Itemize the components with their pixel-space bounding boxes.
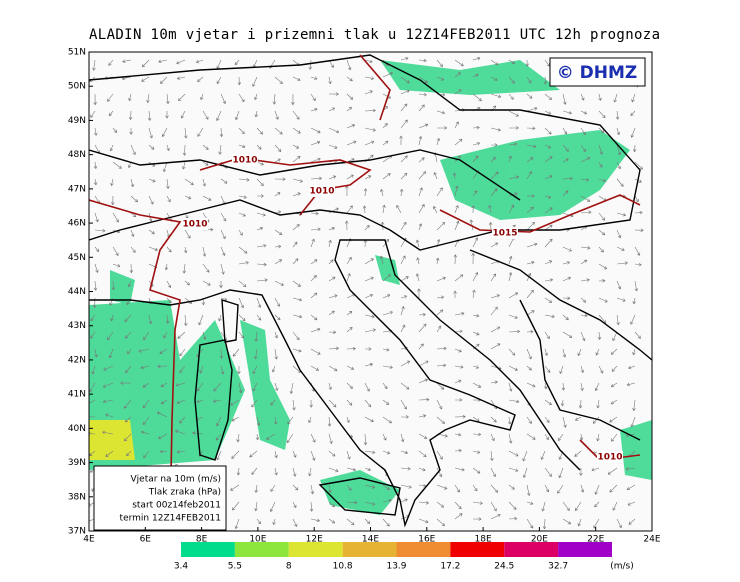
lon-label: 14E	[362, 535, 379, 545]
lon-label: 4E	[83, 535, 95, 545]
lon-label: 20E	[531, 535, 548, 545]
lat-label: 51N	[68, 48, 86, 58]
isobar-label-bg	[597, 451, 623, 463]
isobar-label: 1010	[597, 453, 622, 463]
colorbar-label: 3.4	[174, 562, 189, 572]
legend-line: Vjetar na 10m (m/s)	[131, 475, 221, 485]
colorbar-box	[396, 542, 451, 557]
map-layer	[89, 54, 652, 531]
lat-label: 37N	[68, 527, 86, 537]
lat-label: 50N	[68, 82, 86, 92]
wind-arrows	[89, 56, 644, 530]
legend-line: termin 12Z14FEB2011	[120, 514, 221, 524]
lon-label: 6E	[140, 535, 152, 545]
colorbar-box	[504, 542, 559, 557]
colorbar-label: 17.2	[440, 562, 460, 572]
isobar-label: 1010	[232, 156, 257, 166]
colorbar-label: 8	[286, 562, 292, 572]
legend-box	[93, 465, 227, 531]
lat-label: 45N	[68, 253, 86, 263]
isobar-label: 1010	[182, 220, 207, 230]
isobar-label: 1015	[492, 229, 517, 239]
colorbar-box	[342, 542, 397, 557]
legend-line: start 00z14feb2011	[132, 501, 221, 511]
legend-text: Vjetar na 10m (m/s) Tlak zraka (hPa) start…	[120, 475, 221, 524]
lat-label: 40N	[68, 424, 86, 434]
lon-label: 22E	[587, 535, 604, 545]
lat-label: 38N	[68, 492, 86, 502]
isobar-label-bg	[492, 227, 518, 239]
lat-label: 47N	[68, 184, 86, 194]
logo: © DHMZ	[557, 63, 638, 83]
lat-label: 44N	[68, 287, 86, 297]
lat-label: 39N	[68, 458, 86, 468]
lon-label: 16E	[418, 535, 435, 545]
logo-box	[549, 57, 646, 87]
lon-label: 10E	[249, 535, 266, 545]
isobar-label-bg	[232, 154, 258, 166]
axis-labels: 51N 50N 49N 48N 47N 46N 45N 44N 43N 42N 41N 40N 39N 3…	[68, 48, 661, 545]
colorbar-box	[558, 542, 612, 557]
lat-label: 49N	[68, 116, 86, 126]
isobar-label-bg	[182, 218, 208, 230]
lon-label: 18E	[475, 535, 492, 545]
colorbar: 3.4 5.5 8 10.8 13.9 17.2 24.5 32.7 (m/s)	[174, 542, 634, 572]
lon-label: 8E	[196, 535, 208, 545]
colorbar-box	[181, 542, 235, 557]
lat-label: 48N	[68, 150, 86, 160]
colorbar-label: 24.5	[494, 562, 514, 572]
colorbar-label: 32.7	[548, 562, 568, 572]
colorbar-box	[234, 542, 289, 557]
lat-label: 41N	[68, 390, 86, 400]
isobar-label: 1010	[309, 187, 334, 197]
colorbar-box	[450, 542, 505, 557]
arrow-field	[89, 56, 644, 530]
isobar-labels: 1010 1010 1010 1015 1010	[182, 154, 623, 463]
lat-label: 46N	[68, 219, 86, 229]
colorbar-label: 5.5	[228, 562, 242, 572]
colorbar-label: 10.8	[333, 562, 353, 572]
isobar-label-bg	[309, 185, 335, 197]
title: ALADIN 10m vjetar i prizemni tlak u 12Z1…	[89, 27, 660, 43]
colorbar-label: 13.9	[386, 562, 406, 572]
legend-line: Tlak zraka (hPa)	[148, 488, 221, 498]
lon-label: 24E	[643, 535, 660, 545]
lat-label: 42N	[68, 355, 86, 365]
lon-label: 12E	[306, 535, 323, 545]
colorbar-box	[288, 542, 343, 557]
lat-label: 43N	[68, 321, 86, 331]
colorbar-unit: (m/s)	[610, 562, 634, 572]
wind-shading-high	[89, 420, 135, 460]
